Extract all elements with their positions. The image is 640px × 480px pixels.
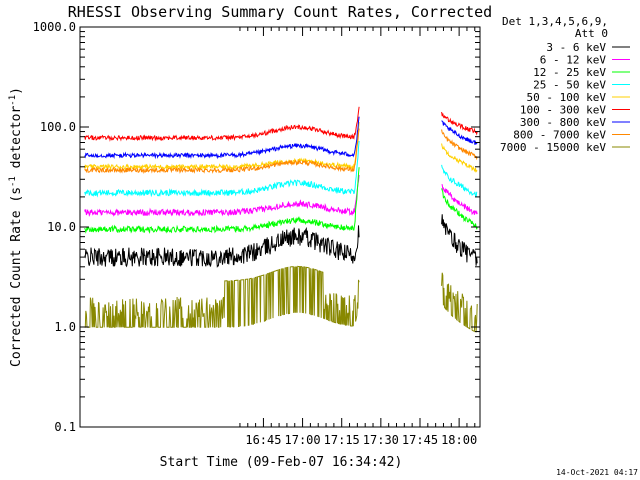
series-line-post [441, 120, 478, 145]
y-tick-label: 100.0 [40, 120, 76, 134]
y-tick-label: 10.0 [47, 220, 76, 234]
y-axis-label-sup-2: -1 [8, 95, 18, 106]
y-tick-label: 1000.0 [33, 20, 76, 34]
legend-entry-label: 100 - 300 keV [520, 104, 606, 117]
series-line-pre [84, 140, 360, 198]
y-axis-label-sup-1: -1 [8, 176, 18, 187]
series-line-post [441, 143, 478, 173]
chart-title: RHESSI Observing Summary Count Rates, Co… [68, 3, 492, 21]
series-line-pre [84, 106, 360, 142]
x-tick-label: 18:00 [441, 433, 477, 447]
series-line-pre [84, 174, 360, 217]
legend-header: Det 1,3,4,5,6,9, [502, 15, 608, 28]
y-axis-label-part-1: Corrected Count Rate (s [9, 187, 24, 367]
series-line-pre [84, 121, 360, 171]
y-tick-label: 0.1 [54, 420, 76, 434]
x-tick-label: 17:15 [324, 433, 360, 447]
series-line-post [441, 129, 478, 161]
y-axis: 0.1 1.0 10.0 100.0 1000.0 [33, 20, 480, 434]
x-tick-label: 17:30 [363, 433, 399, 447]
series-line-pre [84, 167, 360, 234]
legend-entry-label: 50 - 100 keV [527, 91, 607, 104]
timestamp-label: 14-Oct-2021 04:17 [556, 468, 638, 477]
x-axis-label: Start Time (09-Feb-07 16:34:42) [160, 455, 403, 470]
x-tick-label: 17:45 [402, 433, 438, 447]
legend-entry-label: 12 - 25 keV [533, 66, 606, 79]
legend-entry-label: 7000 - 15000 keV [500, 141, 606, 154]
legend-header: Att 0 [575, 27, 608, 40]
y-axis-label-part-2: detector [9, 106, 24, 177]
x-tick-label: 17:00 [285, 433, 321, 447]
series-line-post [441, 164, 478, 198]
legend-entry-label: 300 - 800 keV [520, 116, 606, 129]
x-tick-label: 16:45 [245, 433, 281, 447]
series-line-post [441, 214, 478, 266]
x-axis: 16:45 17:00 17:15 17:30 17:45 18:00 [239, 27, 477, 447]
legend-entry-label: 6 - 12 keV [540, 54, 607, 67]
series-line-post [441, 272, 478, 333]
series-line-pre [84, 225, 360, 268]
legend-entry-label: 25 - 50 keV [533, 79, 606, 92]
series-line-post [441, 111, 478, 136]
y-axis-label: Corrected Count Rate (s-1 detector-1) [8, 87, 24, 367]
chart-marks: NS [84, 106, 478, 333]
series-line-post [441, 184, 478, 216]
series-line-pre [84, 128, 360, 174]
series-line-pre [84, 265, 360, 328]
series-line-post [441, 188, 478, 230]
y-tick-label: 1.0 [54, 320, 76, 334]
legend-entry-label: 800 - 7000 keV [513, 129, 606, 142]
series-line-pre [84, 116, 360, 160]
y-axis-label-part-3: ) [9, 87, 24, 95]
legend-entry-label: 3 - 6 keV [546, 41, 606, 54]
